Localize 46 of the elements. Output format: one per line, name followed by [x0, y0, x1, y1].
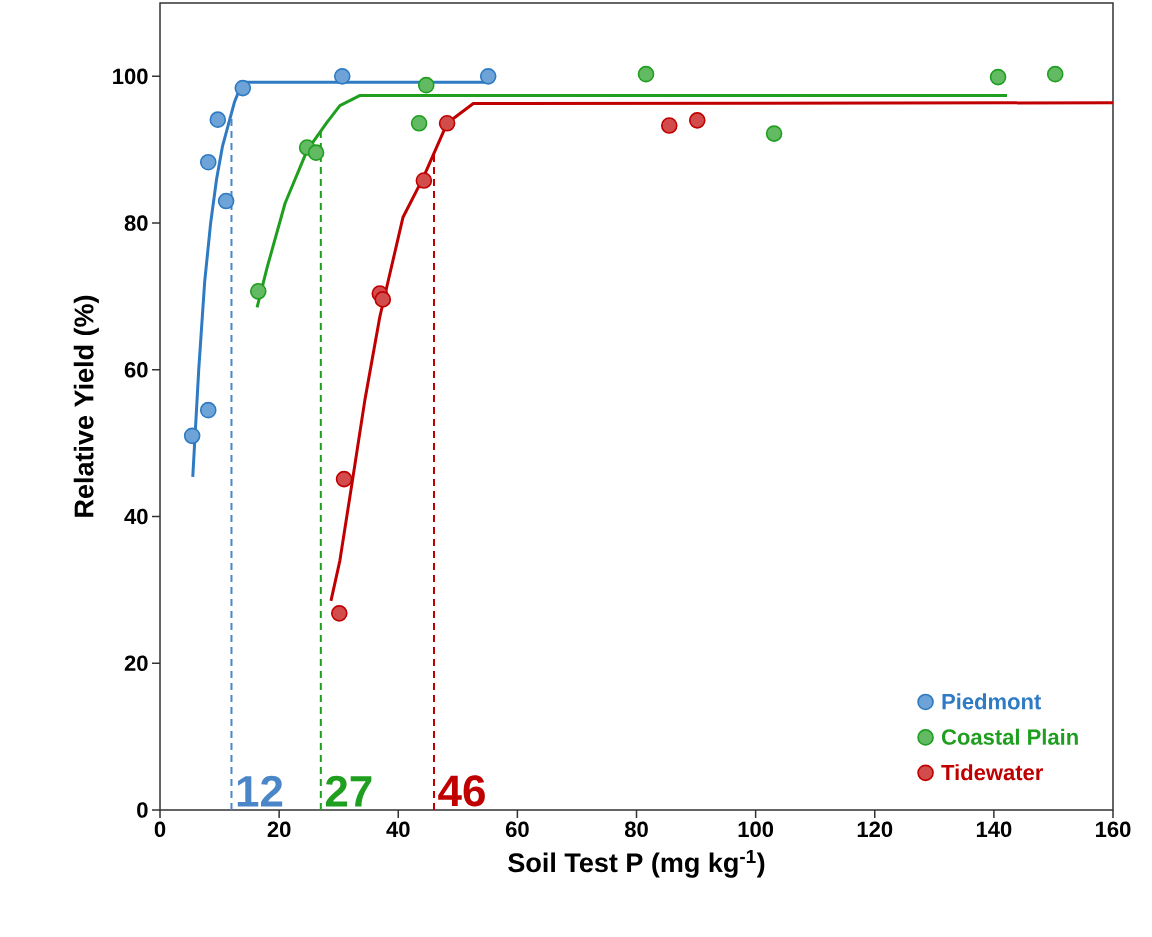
x-tick-label: 140	[976, 821, 1012, 838]
x-tick-label: 80	[624, 821, 648, 838]
point	[183, 427, 201, 445]
point	[637, 65, 655, 83]
point	[330, 605, 348, 622]
point	[217, 192, 235, 210]
point	[417, 76, 435, 94]
point	[199, 153, 217, 171]
ref-line-label: 46	[438, 775, 485, 807]
point	[688, 112, 706, 129]
y-tick-label: 60	[124, 362, 148, 378]
point	[479, 68, 497, 85]
point	[415, 172, 433, 189]
x-tick-label: 0	[154, 821, 166, 838]
point	[410, 115, 428, 132]
y-tick-label: 100	[113, 68, 148, 85]
x-tick-label: 120	[857, 821, 893, 838]
y-tick-label: 80	[124, 215, 148, 231]
ref-line-label: 27	[325, 775, 372, 807]
x-axis-title: Soil Test P (mg kg$^{-1}$)	[508, 849, 765, 878]
y-tick-label: 20	[124, 655, 148, 672]
point	[660, 117, 678, 134]
point	[307, 144, 325, 161]
x-tick-label: 40	[386, 821, 410, 838]
y-tick-label: 0	[137, 802, 148, 818]
point	[333, 68, 351, 85]
point	[335, 470, 353, 488]
y-tick-label: 40	[124, 508, 148, 525]
x-tick-label: 160	[1096, 821, 1131, 838]
point	[199, 401, 217, 419]
x-tick-label: 60	[505, 821, 529, 838]
x-tick-label: 20	[267, 821, 291, 838]
x-tick-label: 100	[738, 821, 774, 838]
point	[234, 79, 252, 97]
point	[989, 68, 1007, 86]
ref-line-label: 12	[237, 775, 283, 807]
y-axis-title: Relative Yield (%)	[73, 295, 99, 517]
point	[249, 283, 267, 300]
point	[209, 111, 227, 128]
legend-label: Tidewater	[941, 764, 1044, 781]
point	[1046, 65, 1064, 83]
point	[765, 125, 783, 142]
legend-label: Piedmont	[942, 693, 1042, 710]
legend-label: Coastal Plain	[941, 728, 1078, 745]
point	[374, 291, 392, 308]
point	[438, 115, 456, 132]
